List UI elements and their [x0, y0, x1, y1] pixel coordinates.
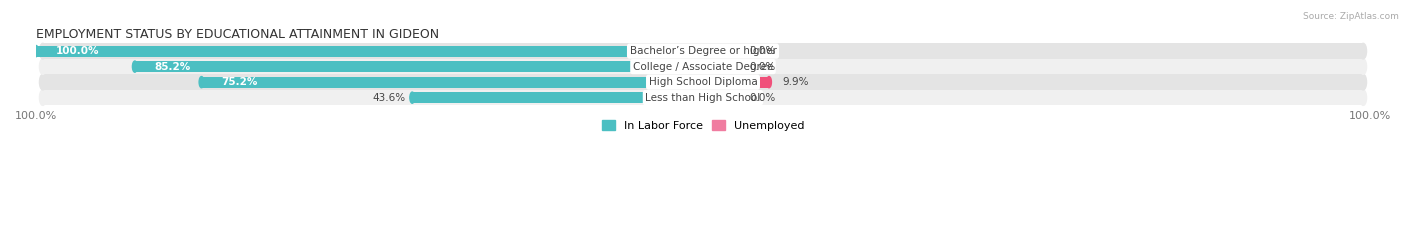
Text: 100.0%: 100.0% [56, 46, 100, 56]
Bar [135, 61, 703, 72]
Bar [703, 45, 737, 57]
Text: Less than High School: Less than High School [645, 93, 761, 103]
Bar [37, 45, 703, 57]
Bar [42, 43, 1364, 59]
Text: Source: ZipAtlas.com: Source: ZipAtlas.com [1303, 12, 1399, 21]
Legend: In Labor Force, Unemployed: In Labor Force, Unemployed [598, 116, 808, 135]
Text: EMPLOYMENT STATUS BY EDUCATIONAL ATTAINMENT IN GIDEON: EMPLOYMENT STATUS BY EDUCATIONAL ATTAINM… [37, 28, 439, 41]
Circle shape [1360, 43, 1367, 59]
Bar [201, 77, 703, 88]
Circle shape [1360, 74, 1367, 90]
Circle shape [734, 45, 738, 57]
Text: High School Diploma: High School Diploma [648, 77, 758, 87]
Circle shape [1360, 59, 1367, 74]
Text: 0.0%: 0.0% [749, 93, 776, 103]
Circle shape [766, 77, 772, 88]
Circle shape [39, 74, 46, 90]
Circle shape [39, 59, 46, 74]
Circle shape [39, 43, 46, 59]
Circle shape [700, 92, 706, 103]
Circle shape [700, 45, 706, 57]
Circle shape [700, 45, 706, 57]
Circle shape [700, 92, 706, 103]
Text: College / Associate Degree: College / Associate Degree [633, 62, 773, 72]
Text: 0.0%: 0.0% [749, 62, 776, 72]
Circle shape [39, 90, 46, 105]
Circle shape [700, 61, 706, 72]
Bar [703, 77, 769, 88]
Circle shape [734, 61, 738, 72]
Bar [412, 92, 703, 103]
Bar [703, 92, 737, 103]
Text: 0.0%: 0.0% [749, 46, 776, 56]
Circle shape [700, 77, 706, 88]
Circle shape [700, 77, 706, 88]
Circle shape [200, 77, 204, 88]
Circle shape [1360, 90, 1367, 105]
Bar [42, 59, 1364, 74]
Circle shape [734, 92, 738, 103]
Bar [703, 61, 737, 72]
Bar [42, 90, 1364, 105]
Circle shape [409, 92, 415, 103]
Text: 75.2%: 75.2% [222, 77, 257, 87]
Text: 43.6%: 43.6% [373, 93, 405, 103]
Text: 85.2%: 85.2% [155, 62, 191, 72]
Bar [42, 74, 1364, 90]
Circle shape [700, 61, 706, 72]
Text: Bachelor’s Degree or higher: Bachelor’s Degree or higher [630, 46, 776, 56]
Circle shape [132, 61, 138, 72]
Circle shape [34, 45, 38, 57]
Text: 9.9%: 9.9% [782, 77, 808, 87]
